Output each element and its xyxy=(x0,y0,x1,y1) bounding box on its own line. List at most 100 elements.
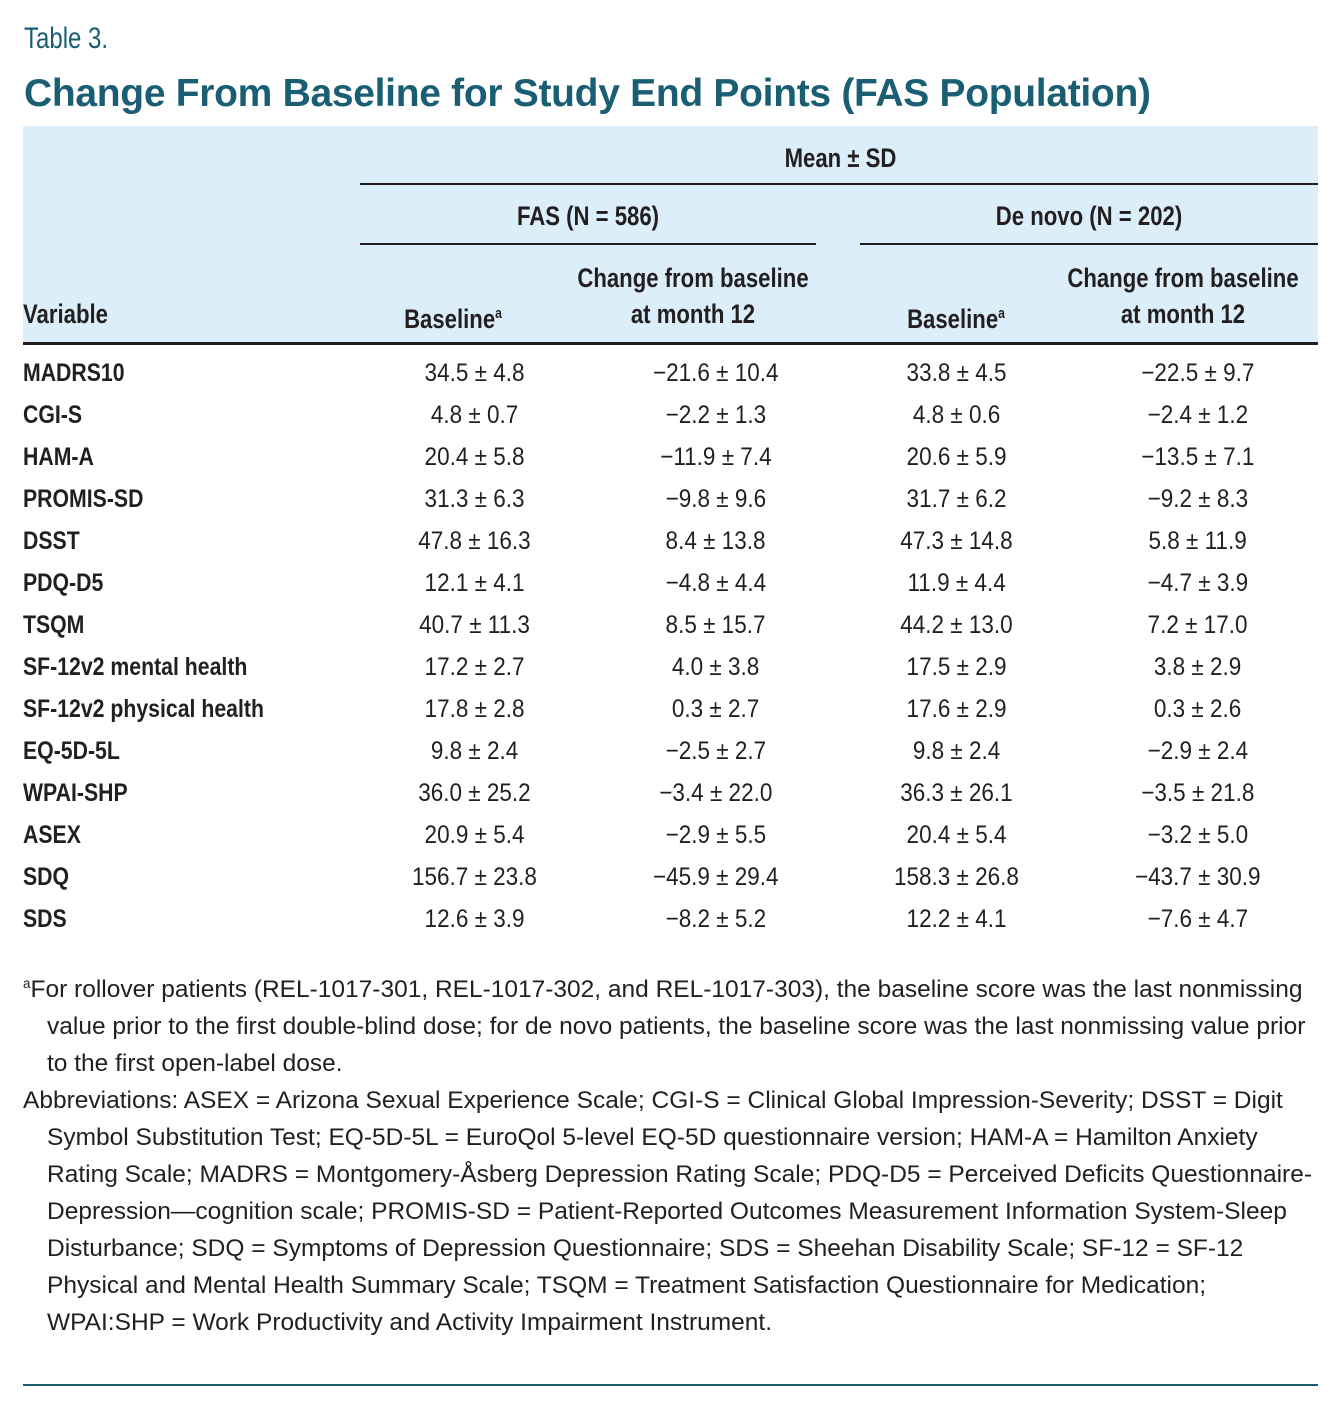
fas-change-cell: −11.9 ± 7.4 xyxy=(595,436,836,478)
divider xyxy=(860,243,1318,245)
baseline-label: Baseline xyxy=(907,304,999,334)
dn-change-value: −7.6 ± 4.7 xyxy=(1147,904,1248,933)
fas-baseline-cell: 4.8 ± 0.7 xyxy=(354,394,595,436)
dn-baseline-cell: 4.8 ± 0.6 xyxy=(836,394,1077,436)
fas-change-cell: −2.2 ± 1.3 xyxy=(595,394,836,436)
denovo-baseline-header: Baselinea xyxy=(874,296,1038,337)
dn-baseline-value: 17.6 ± 2.9 xyxy=(906,694,1007,723)
bottom-rule xyxy=(23,1384,1318,1386)
dn-baseline-value: 47.3 ± 14.8 xyxy=(900,526,1013,555)
fas-change-cell: −8.2 ± 5.2 xyxy=(595,898,836,940)
dn-change-value: 0.3 ± 2.6 xyxy=(1153,694,1242,723)
fas-baseline-value: 20.9 ± 5.4 xyxy=(424,820,525,849)
variable-value: PDQ-D5 xyxy=(23,569,104,597)
variable-value: TSQM xyxy=(23,611,85,639)
dn-baseline-cell: 20.4 ± 5.4 xyxy=(836,814,1077,856)
dn-change-value: −4.7 ± 3.9 xyxy=(1147,568,1248,597)
fas-baseline-value: 31.3 ± 6.3 xyxy=(424,484,525,513)
dn-baseline-cell: 17.5 ± 2.9 xyxy=(836,646,1077,688)
dn-baseline-cell: 31.7 ± 6.2 xyxy=(836,478,1077,520)
dn-change-value: 7.2 ± 17.0 xyxy=(1147,610,1248,639)
fas-baseline-value: 17.2 ± 2.7 xyxy=(424,652,525,681)
variable-value: PROMIS-SD xyxy=(23,485,144,513)
variable-cell: MADRS10 xyxy=(23,352,304,394)
variable-cell: PROMIS-SD xyxy=(23,478,304,520)
dn-change-cell: −4.7 ± 3.9 xyxy=(1077,562,1318,604)
dn-change-cell: 5.8 ± 11.9 xyxy=(1077,520,1318,562)
fas-change-cell: 4.0 ± 3.8 xyxy=(595,646,836,688)
table-label: Table 3. xyxy=(24,22,109,55)
change-line2: at month 12 xyxy=(630,299,756,329)
fas-change-cell: −2.9 ± 5.5 xyxy=(595,814,836,856)
footnote-a: aFor rollover patients (REL-1017-301, RE… xyxy=(23,965,1323,1082)
dn-change-cell: −7.6 ± 4.7 xyxy=(1077,898,1318,940)
table-header: Mean ± SD FAS (N = 586) De novo (N = 202… xyxy=(23,126,1318,345)
footnote-marker: a xyxy=(998,306,1005,322)
variable-cell: ASEX xyxy=(23,814,304,856)
fas-change-value: 8.5 ± 15.7 xyxy=(665,610,766,639)
variable-value: ASEX xyxy=(23,821,81,849)
fas-baseline-value: 36.0 ± 25.2 xyxy=(418,778,531,807)
dn-baseline-value: 31.7 ± 6.2 xyxy=(906,484,1007,513)
table-row: EQ-5D-5L 9.8 ± 2.4 −2.5 ± 2.7 9.8 ± 2.4 −2.9… xyxy=(23,730,1318,772)
fas-change-value: −2.5 ± 2.7 xyxy=(665,736,766,765)
dn-change-value: 5.8 ± 11.9 xyxy=(1148,526,1247,555)
fas-baseline-cell: 12.1 ± 4.1 xyxy=(354,562,595,604)
table-row: DSST 47.8 ± 16.3 8.4 ± 13.8 47.3 ± 14.8 5.8 … xyxy=(23,520,1318,562)
fas-change-cell: 8.5 ± 15.7 xyxy=(595,604,836,646)
dn-change-value: −2.9 ± 2.4 xyxy=(1147,736,1248,765)
fas-change-value: −2.2 ± 1.3 xyxy=(665,400,766,429)
variable-cell: WPAI-SHP xyxy=(23,772,304,814)
variable-value: SDQ xyxy=(23,863,70,891)
dn-baseline-value: 36.3 ± 26.1 xyxy=(900,778,1013,807)
fas-header: FAS (N = 586) xyxy=(516,201,660,231)
dn-change-cell: −3.5 ± 21.8 xyxy=(1077,772,1318,814)
divider xyxy=(360,243,816,245)
dn-change-cell: −9.2 ± 8.3 xyxy=(1077,478,1318,520)
fas-baseline-value: 34.5 ± 4.8 xyxy=(424,358,525,387)
fas-baseline-cell: 17.2 ± 2.7 xyxy=(354,646,595,688)
table-row: HAM-A 20.4 ± 5.8 −11.9 ± 7.4 20.6 ± 5.9 −13.… xyxy=(23,436,1318,478)
dn-change-value: −3.5 ± 21.8 xyxy=(1140,778,1255,807)
fas-change-value: 0.3 ± 2.7 xyxy=(671,694,760,723)
fas-baseline-value: 40.7 ± 11.3 xyxy=(419,610,530,639)
dn-change-cell: −3.2 ± 5.0 xyxy=(1077,814,1318,856)
fas-change-cell: −45.9 ± 29.4 xyxy=(595,856,836,898)
variable-cell: PDQ-D5 xyxy=(23,562,304,604)
fas-change-cell: 8.4 ± 13.8 xyxy=(595,520,836,562)
variable-cell: SDS xyxy=(23,898,304,940)
variable-cell: SDQ xyxy=(23,856,304,898)
variable-value: CGI-S xyxy=(23,401,83,429)
fas-baseline-value: 9.8 ± 2.4 xyxy=(430,736,519,765)
table-title: Change From Baseline for Study End Point… xyxy=(24,72,1151,115)
fas-change-cell: −3.4 ± 22.0 xyxy=(595,772,836,814)
data-table: MADRS10 34.5 ± 4.8 −21.6 ± 10.4 33.8 ± 4.5 −… xyxy=(23,352,1318,940)
dn-baseline-cell: 17.6 ± 2.9 xyxy=(836,688,1077,730)
dn-baseline-cell: 20.6 ± 5.9 xyxy=(836,436,1077,478)
fas-change-cell: −21.6 ± 10.4 xyxy=(595,352,836,394)
dn-baseline-value: 20.4 ± 5.4 xyxy=(906,820,1007,849)
variable-value: WPAI-SHP xyxy=(23,779,128,807)
dn-baseline-cell: 44.2 ± 13.0 xyxy=(836,604,1077,646)
variable-cell: EQ-5D-5L xyxy=(23,730,304,772)
table-row: PROMIS-SD 31.3 ± 6.3 −9.8 ± 9.6 31.7 ± 6.2 −… xyxy=(23,478,1318,520)
variable-value: DSST xyxy=(23,527,80,555)
dn-baseline-value: 20.6 ± 5.9 xyxy=(906,442,1007,471)
dn-change-cell: −43.7 ± 30.9 xyxy=(1077,856,1318,898)
variable-cell: CGI-S xyxy=(23,394,304,436)
fas-baseline-value: 12.6 ± 3.9 xyxy=(424,904,525,933)
fas-baseline-cell: 17.8 ± 2.8 xyxy=(354,688,595,730)
fas-baseline-header: Baselinea xyxy=(371,296,535,337)
fas-baseline-value: 17.8 ± 2.8 xyxy=(424,694,525,723)
table-row: ASEX 20.9 ± 5.4 −2.9 ± 5.5 20.4 ± 5.4 −3.2 ±… xyxy=(23,814,1318,856)
variable-cell: HAM-A xyxy=(23,436,304,478)
dn-change-cell: −2.4 ± 1.2 xyxy=(1077,394,1318,436)
denovo-change-header: Change from baseline at month 12 xyxy=(1060,260,1306,332)
dn-baseline-cell: 11.9 ± 4.4 xyxy=(836,562,1077,604)
variable-cell: DSST xyxy=(23,520,304,562)
fas-baseline-value: 12.1 ± 4.1 xyxy=(424,568,525,597)
change-line1: Change from baseline xyxy=(1067,263,1299,293)
table-row: WPAI-SHP 36.0 ± 25.2 −3.4 ± 22.0 36.3 ± 26.… xyxy=(23,772,1318,814)
dn-change-cell: −13.5 ± 7.1 xyxy=(1077,436,1318,478)
dn-change-value: −2.4 ± 1.2 xyxy=(1147,400,1248,429)
